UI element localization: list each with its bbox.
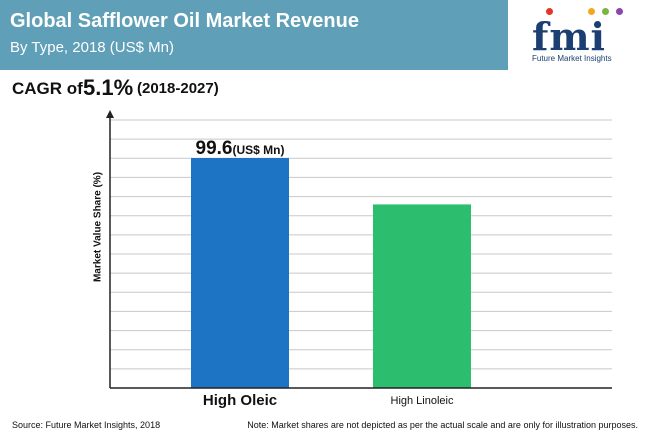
data-label: 99.6(US$ Mn) bbox=[196, 138, 285, 160]
chart-subtitle: By Type, 2018 (US$ Mn) bbox=[10, 39, 174, 56]
data-label-unit: (US$ Mn) bbox=[232, 143, 285, 157]
logo-dot-green bbox=[602, 8, 609, 15]
x-tick-label: High Linoleic bbox=[390, 395, 454, 407]
logo-dot-red bbox=[546, 8, 553, 15]
x-tick-label: High Oleic bbox=[202, 392, 278, 409]
y-axis-arrow bbox=[106, 110, 114, 118]
data-label-value: 99.6 bbox=[195, 138, 233, 159]
source-note: Source: Future Market Insights, 2018 bbox=[12, 420, 161, 430]
axes bbox=[106, 110, 612, 389]
fmi-logo: fmi Future Market Insights bbox=[530, 8, 640, 64]
gridlines bbox=[110, 119, 612, 389]
disclaimer-note: Note: Market shares are not depicted as … bbox=[247, 420, 638, 430]
chart-title: Global Safflower Oil Market Revenue bbox=[10, 10, 359, 32]
bars bbox=[191, 158, 471, 388]
cagr-period: (2018-2027) bbox=[137, 80, 219, 97]
logo-letters: fmi bbox=[532, 14, 606, 59]
logo-dot-orange bbox=[588, 8, 595, 15]
cagr-prefix: CAGR of bbox=[12, 79, 83, 98]
logo-dot-purple bbox=[616, 8, 623, 15]
cagr-value: 5.1% bbox=[83, 75, 134, 100]
header-band: Global Safflower Oil Market Revenue By T… bbox=[0, 0, 508, 70]
bar-high-oleic bbox=[191, 158, 289, 388]
cagr-box: CAGR of 5.1% (2018-2027) bbox=[0, 70, 238, 106]
logo-caption: Future Market Insights bbox=[532, 54, 612, 63]
bar-high-linoleic bbox=[373, 204, 471, 388]
